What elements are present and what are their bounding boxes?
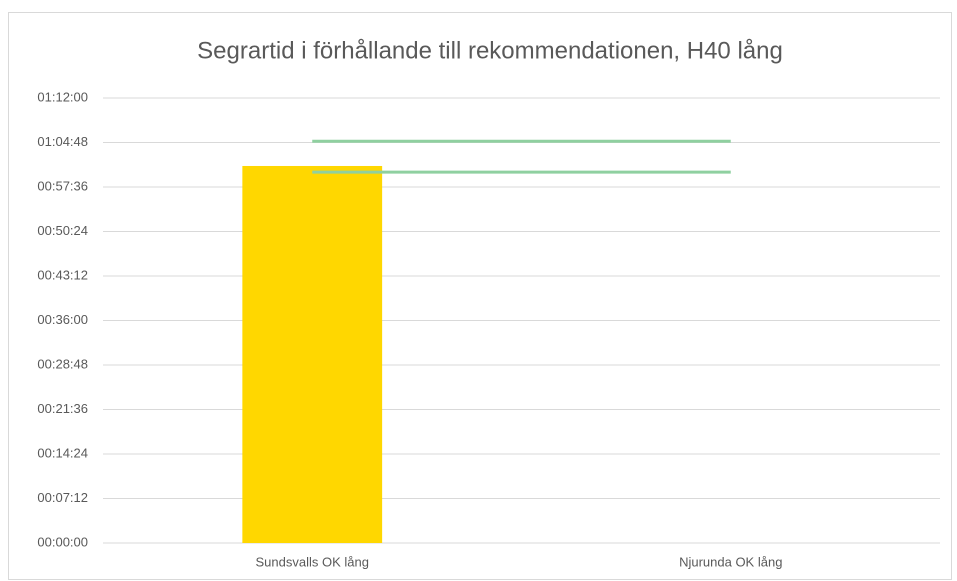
y-tick-label: 01:12:00 (37, 89, 88, 104)
x-tick-label: Sundsvalls OK lång (256, 554, 369, 569)
y-tick-label: 00:21:36 (37, 401, 88, 416)
y-tick-label: 00:57:36 (37, 178, 88, 193)
y-tick-label: 00:43:12 (37, 267, 88, 282)
y-tick-label: 01:04:48 (37, 134, 88, 149)
y-tick-label: 00:07:12 (37, 490, 88, 505)
y-tick-label: 00:28:48 (37, 356, 88, 371)
y-tick-label: 00:36:00 (37, 312, 88, 327)
y-tick-label: 00:00:00 (37, 534, 88, 549)
chart-border (8, 12, 952, 580)
y-tick-label: 00:14:24 (37, 445, 88, 460)
bar (242, 165, 383, 543)
x-tick-label: Njurunda OK lång (679, 554, 782, 569)
chart-title: Segrartid i förhållande till rekommendat… (197, 37, 783, 64)
y-tick-label: 00:50:24 (37, 223, 88, 238)
